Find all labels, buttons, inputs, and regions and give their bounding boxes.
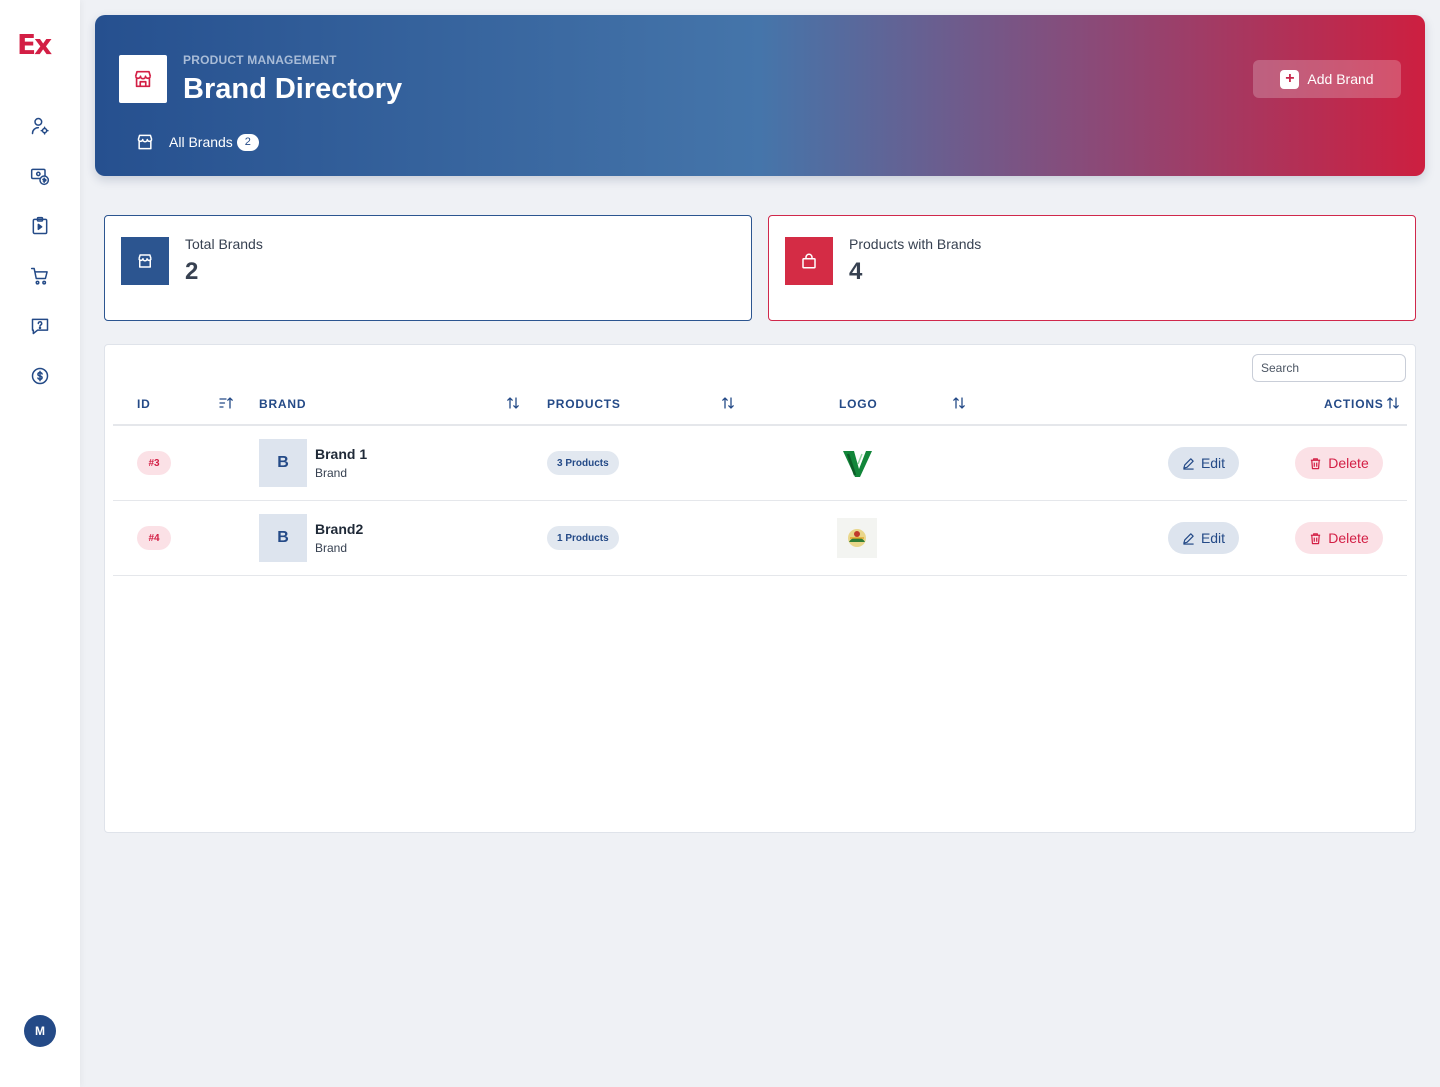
search-input[interactable] [1252, 354, 1406, 382]
sort-icon[interactable] [1386, 396, 1400, 410]
brand-subtitle: Brand [315, 466, 348, 480]
sidebar: Ex M [0, 0, 80, 1087]
delete-label: Delete [1328, 530, 1369, 546]
store-icon [119, 55, 167, 103]
brand-logo-emblem-icon [837, 518, 877, 558]
table-row: #4 B Brand2 Brand 1 Products Edit Delete [113, 501, 1407, 576]
count-badge: 2 [236, 133, 259, 151]
edit-button[interactable]: Edit [1168, 522, 1239, 554]
stat-card-total-brands: Total Brands 2 [104, 215, 752, 321]
tab-all-brands[interactable]: All Brands 2 [135, 131, 259, 153]
column-header-id[interactable]: ID [137, 397, 151, 411]
tab-label: All Brands [169, 134, 233, 150]
sort-icon[interactable] [952, 396, 966, 410]
stat-label: Products with Brands [849, 236, 982, 252]
add-brand-label: Add Brand [1307, 71, 1374, 87]
pencil-icon [1183, 457, 1194, 470]
column-header-brand[interactable]: BRAND [259, 397, 307, 411]
stat-value: 4 [849, 258, 863, 285]
pencil-icon [1183, 532, 1194, 545]
edit-label: Edit [1200, 455, 1226, 471]
sort-icon[interactable] [506, 396, 520, 410]
store-icon [137, 134, 153, 150]
edit-button[interactable]: Edit [1168, 447, 1239, 479]
table-header-divider [113, 424, 1407, 426]
column-header-logo[interactable]: LOGO [839, 397, 878, 411]
page-header: PRODUCT MANAGEMENT Brand Directory All B… [95, 15, 1425, 176]
sort-asc-icon[interactable] [219, 396, 233, 410]
nav-dollar-icon[interactable] [28, 364, 52, 388]
brand-subtitle: Brand [315, 541, 348, 555]
column-header-products[interactable]: PRODUCTS [547, 397, 621, 411]
add-brand-button[interactable]: + Add Brand [1253, 60, 1401, 98]
id-badge: #4 [137, 526, 171, 550]
brand-avatar: B [259, 439, 307, 487]
brand-avatar: B [259, 514, 307, 562]
shopping-bag-icon [785, 237, 833, 285]
page-title: Brand Directory [183, 73, 403, 105]
nav-user-settings-icon[interactable] [28, 114, 52, 138]
stat-label: Total Brands [185, 236, 263, 252]
products-count-pill: 3 Products [547, 451, 619, 475]
delete-label: Delete [1328, 455, 1369, 471]
nav-help-message-icon[interactable] [28, 314, 52, 338]
store-icon [121, 237, 169, 285]
products-count-pill: 1 Products [547, 526, 619, 550]
trash-icon [1311, 532, 1321, 544]
id-badge: #3 [137, 451, 171, 475]
user-avatar[interactable]: M [24, 1015, 56, 1047]
nav-billing-icon[interactable] [28, 164, 52, 188]
edit-label: Edit [1200, 530, 1226, 546]
column-header-actions[interactable]: ACTIONS [1324, 397, 1384, 411]
page-eyebrow: PRODUCT MANAGEMENT [183, 53, 337, 67]
brands-table: ID BRAND PRODUCTS LOGO ACTIONS #3 B Bran… [104, 344, 1416, 833]
brand-logo-v-icon [837, 443, 877, 483]
stat-card-products-with-brands: Products with Brands 4 [768, 215, 1416, 321]
sort-icon[interactable] [721, 396, 735, 410]
plus-icon: + [1280, 69, 1300, 89]
app-logo[interactable]: Ex [17, 28, 52, 61]
brand-name: Brand2 [315, 521, 364, 537]
delete-button[interactable]: Delete [1295, 522, 1383, 554]
stat-value: 2 [185, 258, 199, 285]
nav-clipboard-icon[interactable] [28, 214, 52, 238]
table-row: #3 B Brand 1 Brand 3 Products Edit Delet… [113, 426, 1407, 501]
nav-cart-icon[interactable] [28, 264, 52, 288]
delete-button[interactable]: Delete [1295, 447, 1383, 479]
trash-icon [1311, 457, 1321, 469]
brand-name: Brand 1 [315, 446, 368, 462]
